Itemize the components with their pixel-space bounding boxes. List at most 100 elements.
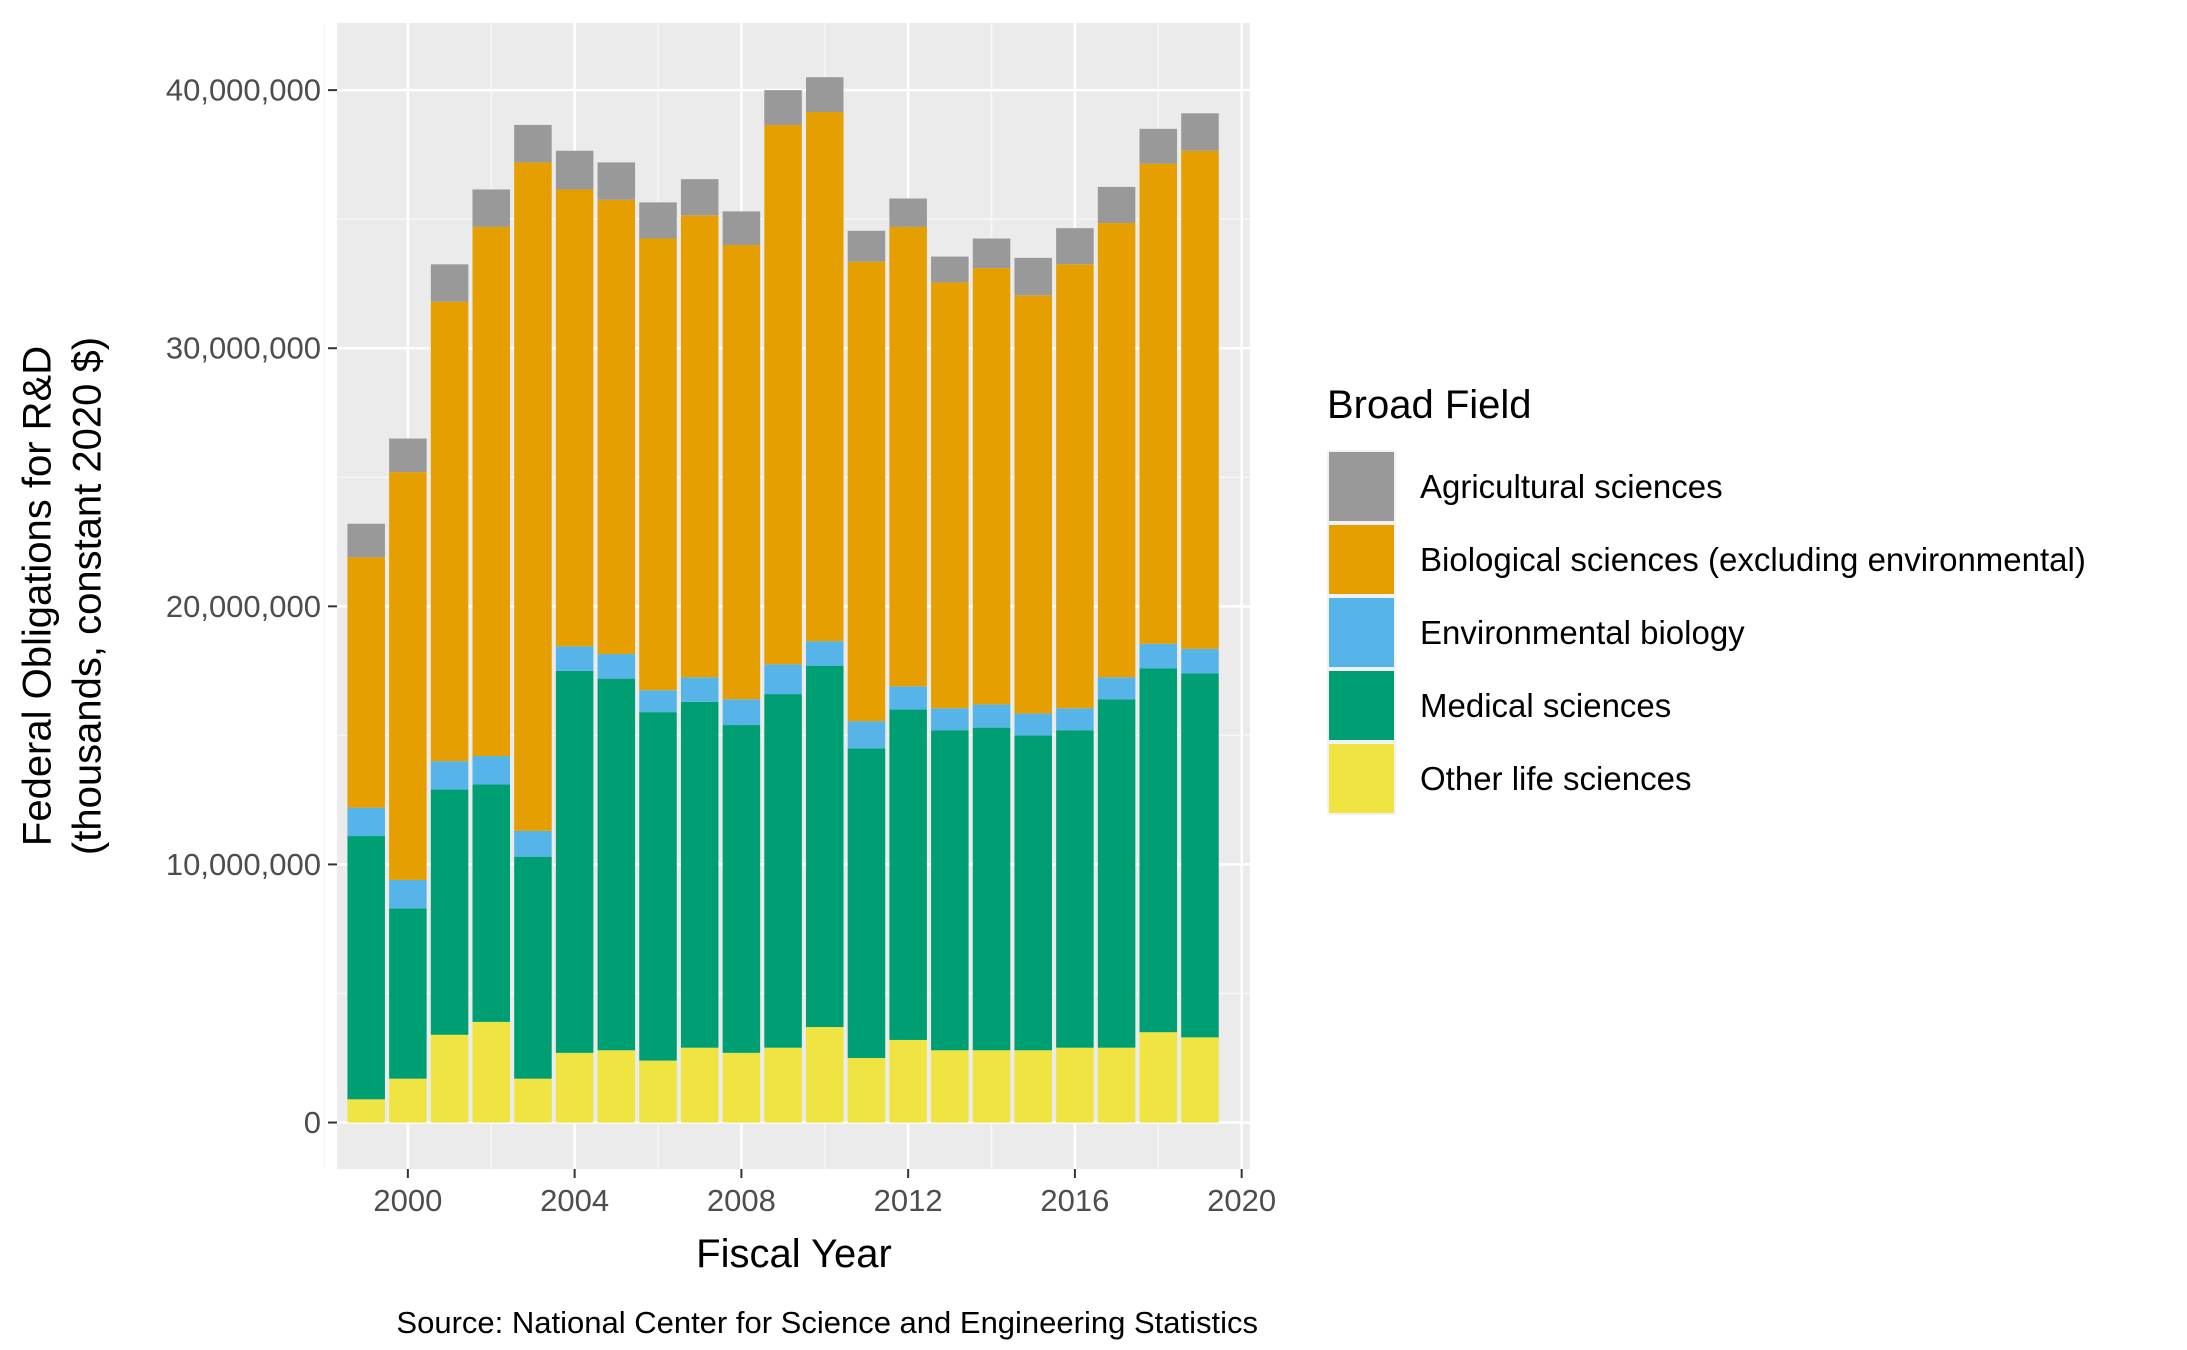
y-axis: 0 10,000,000 20,000,000 30,000,000 40,000,00… [166, 73, 337, 1140]
bar-environmental-biology-2012 [889, 686, 927, 710]
bar-environmental-biology-2016 [1056, 708, 1094, 731]
bar-other-life-sciences-2013 [931, 1050, 969, 1123]
bar-other-life-sciences-2002 [472, 1021, 511, 1123]
bar-agricultural-sciences-2002 [472, 189, 511, 227]
bar-other-life-sciences-2003 [514, 1078, 552, 1123]
bar-environmental-biology-2006 [639, 690, 677, 713]
legend-swatch-other-life-sciences [1329, 744, 1394, 813]
bar-environmental-biology-2007 [680, 677, 719, 702]
bar-agricultural-sciences-2015 [1014, 257, 1052, 296]
bar-biological-sciences-excluding-environmental-2005 [597, 199, 636, 655]
bar-other-life-sciences-2007 [680, 1047, 719, 1123]
y-tick-label: 30,000,000 [166, 331, 321, 366]
bar-other-life-sciences-2004 [555, 1052, 594, 1123]
bar-other-life-sciences-2009 [764, 1047, 802, 1123]
x-axis-title: Fiscal Year [696, 1232, 892, 1276]
bar-biological-sciences-excluding-environmental-2015 [1014, 295, 1052, 714]
legend: Broad Field Agricultural sciences Biologi… [1327, 383, 2086, 815]
legend-swatch-environmental-biology [1329, 598, 1394, 667]
bar-biological-sciences-excluding-environmental-2016 [1056, 264, 1094, 709]
y-tick-label: 10,000,000 [166, 847, 321, 882]
bars [347, 77, 1219, 1123]
legend-swatch-medical-sciences [1329, 671, 1394, 740]
legend-label-biological-sciences-excluding-environmental: Biological sciences (excluding environme… [1420, 541, 2086, 578]
bar-biological-sciences-excluding-environmental-2011 [847, 261, 886, 722]
bar-biological-sciences-excluding-environmental-2017 [1097, 223, 1136, 678]
bar-environmental-biology-2014 [972, 704, 1011, 728]
legend-label-environmental-biology: Environmental biology [1420, 614, 1745, 651]
x-tick-label: 2004 [540, 1183, 609, 1218]
bar-other-life-sciences-2006 [639, 1060, 677, 1123]
bar-biological-sciences-excluding-environmental-2004 [555, 189, 594, 647]
bar-environmental-biology-2000 [389, 879, 427, 909]
y-tick-label: 20,000,000 [166, 589, 321, 624]
legend-title: Broad Field [1327, 383, 1532, 427]
bar-medical-sciences-2000 [389, 908, 427, 1079]
bar-environmental-biology-2013 [931, 708, 969, 731]
bar-agricultural-sciences-2004 [555, 150, 594, 190]
bar-other-life-sciences-2010 [806, 1027, 844, 1123]
bar-biological-sciences-excluding-environmental-2009 [764, 124, 802, 665]
bar-environmental-biology-2010 [806, 641, 844, 666]
bar-agricultural-sciences-2014 [972, 238, 1011, 269]
x-axis: 2000 2004 2008 2012 2016 2020 [373, 1169, 1276, 1218]
y-tick-label: 0 [304, 1105, 321, 1140]
x-tick-label: 2016 [1040, 1183, 1109, 1218]
bar-agricultural-sciences-2007 [680, 179, 719, 216]
bar-biological-sciences-excluding-environmental-2000 [389, 472, 427, 880]
bar-biological-sciences-excluding-environmental-2008 [722, 244, 761, 700]
bar-agricultural-sciences-1999 [347, 523, 385, 558]
bar-environmental-biology-2004 [555, 646, 594, 671]
bar-other-life-sciences-2005 [597, 1050, 636, 1123]
bar-agricultural-sciences-2003 [514, 124, 552, 163]
bar-environmental-biology-2003 [514, 830, 552, 857]
bar-other-life-sciences-2001 [430, 1034, 469, 1123]
bar-medical-sciences-2002 [472, 784, 511, 1022]
bar-other-life-sciences-2012 [889, 1039, 927, 1123]
bar-medical-sciences-2007 [680, 701, 719, 1048]
bar-agricultural-sciences-2011 [847, 230, 886, 262]
legend-swatch-agricultural-sciences [1329, 452, 1394, 521]
bar-other-life-sciences-1999 [347, 1099, 385, 1123]
bar-environmental-biology-2009 [764, 664, 802, 695]
legend-label-agricultural-sciences: Agricultural sciences [1420, 468, 1723, 505]
bar-agricultural-sciences-2013 [931, 256, 969, 283]
bar-medical-sciences-2009 [764, 694, 802, 1048]
x-tick-label: 2008 [707, 1183, 776, 1218]
bar-medical-sciences-2004 [555, 670, 594, 1053]
bar-environmental-biology-2002 [472, 756, 511, 785]
bar-other-life-sciences-2008 [722, 1052, 761, 1123]
bar-medical-sciences-2005 [597, 678, 636, 1051]
bar-environmental-biology-2005 [597, 654, 636, 679]
bar-medical-sciences-2015 [1014, 735, 1052, 1051]
bar-biological-sciences-excluding-environmental-1999 [347, 557, 385, 808]
bar-agricultural-sciences-2001 [430, 264, 469, 302]
bar-biological-sciences-excluding-environmental-2013 [931, 282, 969, 709]
x-tick-label: 2020 [1207, 1183, 1276, 1218]
legend-label-other-life-sciences: Other life sciences [1420, 760, 1691, 797]
bar-biological-sciences-excluding-environmental-2010 [806, 112, 844, 642]
bar-biological-sciences-excluding-environmental-2018 [1139, 163, 1178, 644]
bar-agricultural-sciences-2009 [764, 90, 802, 125]
bar-medical-sciences-2014 [972, 727, 1011, 1051]
bar-environmental-biology-2008 [722, 699, 761, 726]
bar-medical-sciences-2008 [722, 725, 761, 1053]
bar-other-life-sciences-2017 [1097, 1047, 1136, 1123]
bar-agricultural-sciences-2012 [889, 198, 927, 227]
bar-other-life-sciences-2011 [847, 1058, 886, 1123]
y-axis-title: Federal Obligations for R&D (thousands, … [16, 337, 110, 855]
bar-medical-sciences-2006 [639, 712, 677, 1061]
bar-environmental-biology-2019 [1181, 648, 1219, 674]
bar-biological-sciences-excluding-environmental-2014 [972, 268, 1011, 705]
bar-agricultural-sciences-2019 [1181, 113, 1219, 151]
bar-environmental-biology-2015 [1014, 713, 1052, 736]
x-tick-label: 2012 [874, 1183, 943, 1218]
bar-environmental-biology-2018 [1139, 643, 1178, 669]
bar-medical-sciences-2019 [1181, 673, 1219, 1038]
bar-biological-sciences-excluding-environmental-2019 [1181, 150, 1219, 649]
caption: Source: National Center for Science and … [396, 1305, 1258, 1340]
y-axis-title-line1: Federal Obligations for R&D [16, 346, 60, 846]
bar-medical-sciences-2016 [1056, 730, 1094, 1048]
bar-other-life-sciences-2016 [1056, 1047, 1094, 1123]
